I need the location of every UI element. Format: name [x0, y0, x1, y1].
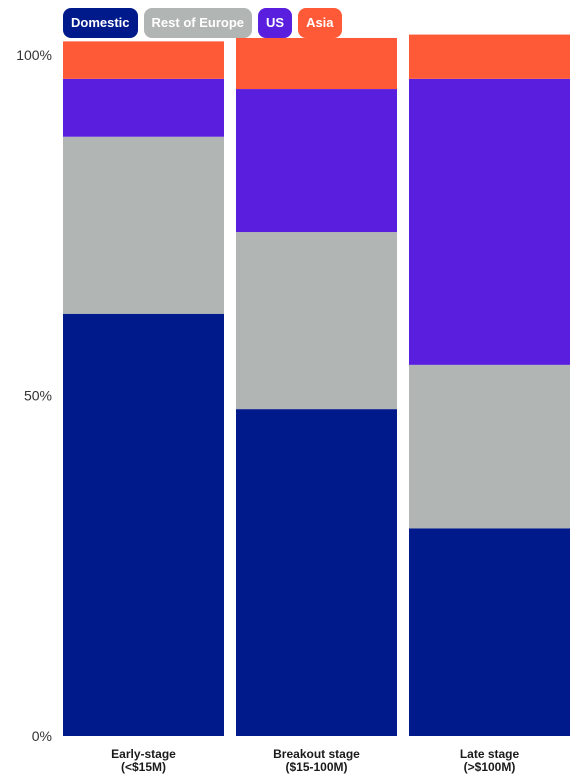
legend-item-domestic: Domestic [63, 8, 138, 38]
bar-segment-domestic [63, 313, 224, 736]
chart-legend: Domestic Rest of Europe US Asia [63, 8, 342, 38]
x-tick-label: Early-stage [111, 747, 176, 761]
y-tick-label: 100% [16, 47, 52, 63]
x-tick-label: Late stage [460, 747, 520, 761]
bar-segment-domestic [236, 409, 397, 736]
bar-segment-rest-of-europe [63, 136, 224, 314]
bar-segment-domestic [409, 528, 570, 736]
bar-segment-asia [236, 37, 397, 90]
bar-segment-us [409, 78, 570, 365]
y-tick-label: 0% [32, 728, 52, 744]
y-axis: 0% 50% 100% [16, 47, 52, 744]
bar-segment-us [63, 78, 224, 137]
bar-segment-asia [63, 41, 224, 79]
bar-stacks [63, 34, 570, 736]
bar-segment-asia [409, 34, 570, 79]
bar-segment-us [236, 89, 397, 233]
legend-item-asia: Asia [298, 8, 342, 38]
x-axis: Early-stage(<$15M) Breakout stage($15-100… [111, 747, 519, 774]
x-tick-label: (>$100M) [464, 760, 516, 774]
bar-segment-rest-of-europe [409, 364, 570, 529]
x-tick-label: ($15-100M) [285, 760, 347, 774]
legend-item-us: US [258, 8, 293, 38]
x-tick-label: Breakout stage [273, 747, 360, 761]
bar-segment-rest-of-europe [236, 232, 397, 410]
x-tick-label: (<$15M) [121, 760, 166, 774]
legend-item-rest-of-europe: Rest of Europe [143, 8, 252, 38]
y-tick-label: 50% [24, 388, 52, 404]
